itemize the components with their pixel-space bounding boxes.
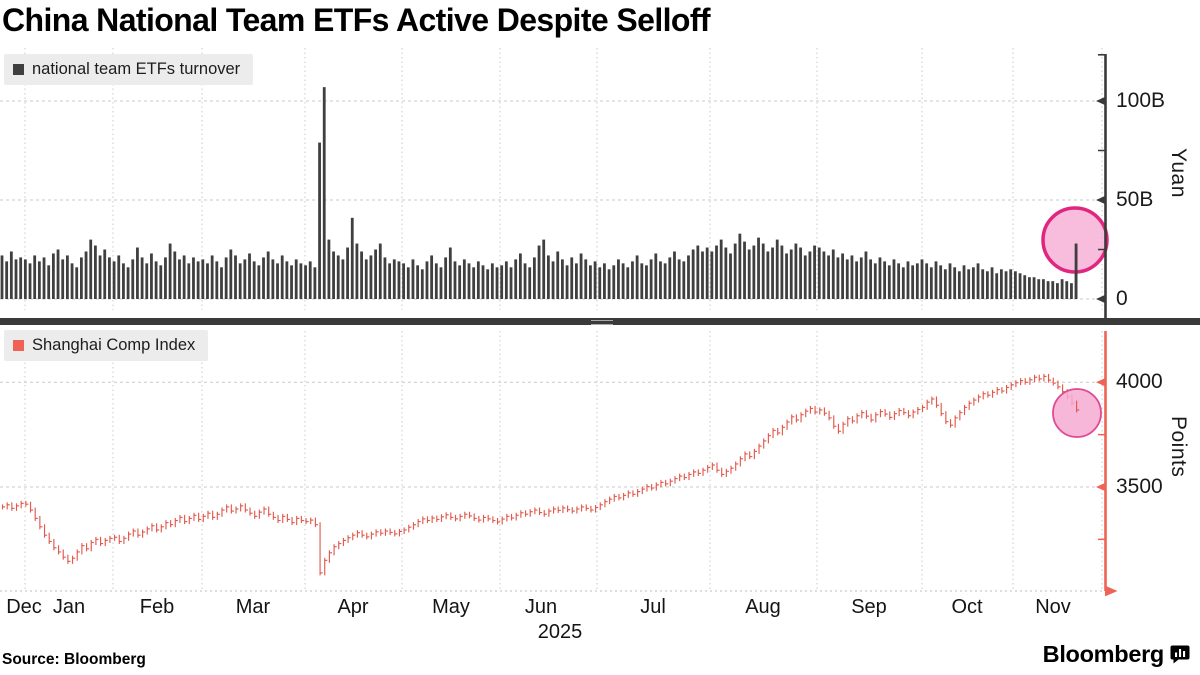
chart-title: China National Team ETFs Active Despite … <box>2 2 711 38</box>
ytick-label: 100B <box>1116 89 1166 112</box>
month-label: Feb <box>139 596 175 618</box>
ytick-label: 4000 <box>1116 370 1163 394</box>
legend-shanghai-comp[interactable]: Shanghai Comp Index <box>4 330 209 361</box>
month-label: Jul <box>640 596 666 618</box>
month-label: Dec <box>6 596 42 618</box>
legend-shanghai-label: Shanghai Comp Index <box>32 336 196 354</box>
month-label: Aug <box>745 596 781 618</box>
month-label: Nov <box>1035 596 1071 618</box>
bloomberg-chart-bubble-icon <box>1170 645 1190 664</box>
bloomberg-logo-text: Bloomberg <box>1042 641 1165 667</box>
yaxis-title-yuan: Yuan <box>1167 148 1190 198</box>
month-label: Oct <box>951 596 983 618</box>
yaxis-title-points: Points <box>1167 416 1190 478</box>
turnover-swatch-icon <box>13 64 24 75</box>
month-label: Jan <box>52 596 86 618</box>
month-label: May <box>432 596 470 618</box>
shanghai-swatch-icon <box>13 340 24 351</box>
source-attribution: Source: Bloomberg <box>2 651 146 668</box>
month-label: Mar <box>235 596 271 618</box>
ytick-label: 0 <box>1116 287 1128 310</box>
bloomberg-logo: Bloomberg <box>1043 641 1190 668</box>
ytick-label: 50B <box>1116 188 1154 211</box>
month-label: Jun <box>524 596 558 618</box>
divider-grip-icon[interactable] <box>591 320 613 325</box>
legend-turnover-label: national team ETFs turnover <box>32 60 241 78</box>
month-label: Apr <box>337 596 369 618</box>
legend-turnover[interactable]: national team ETFs turnover <box>4 54 254 85</box>
year-label: 2025 <box>537 621 583 643</box>
panel-divider[interactable] <box>0 318 1200 325</box>
month-label: Sep <box>851 596 887 618</box>
ytick-label: 3500 <box>1116 475 1163 498</box>
